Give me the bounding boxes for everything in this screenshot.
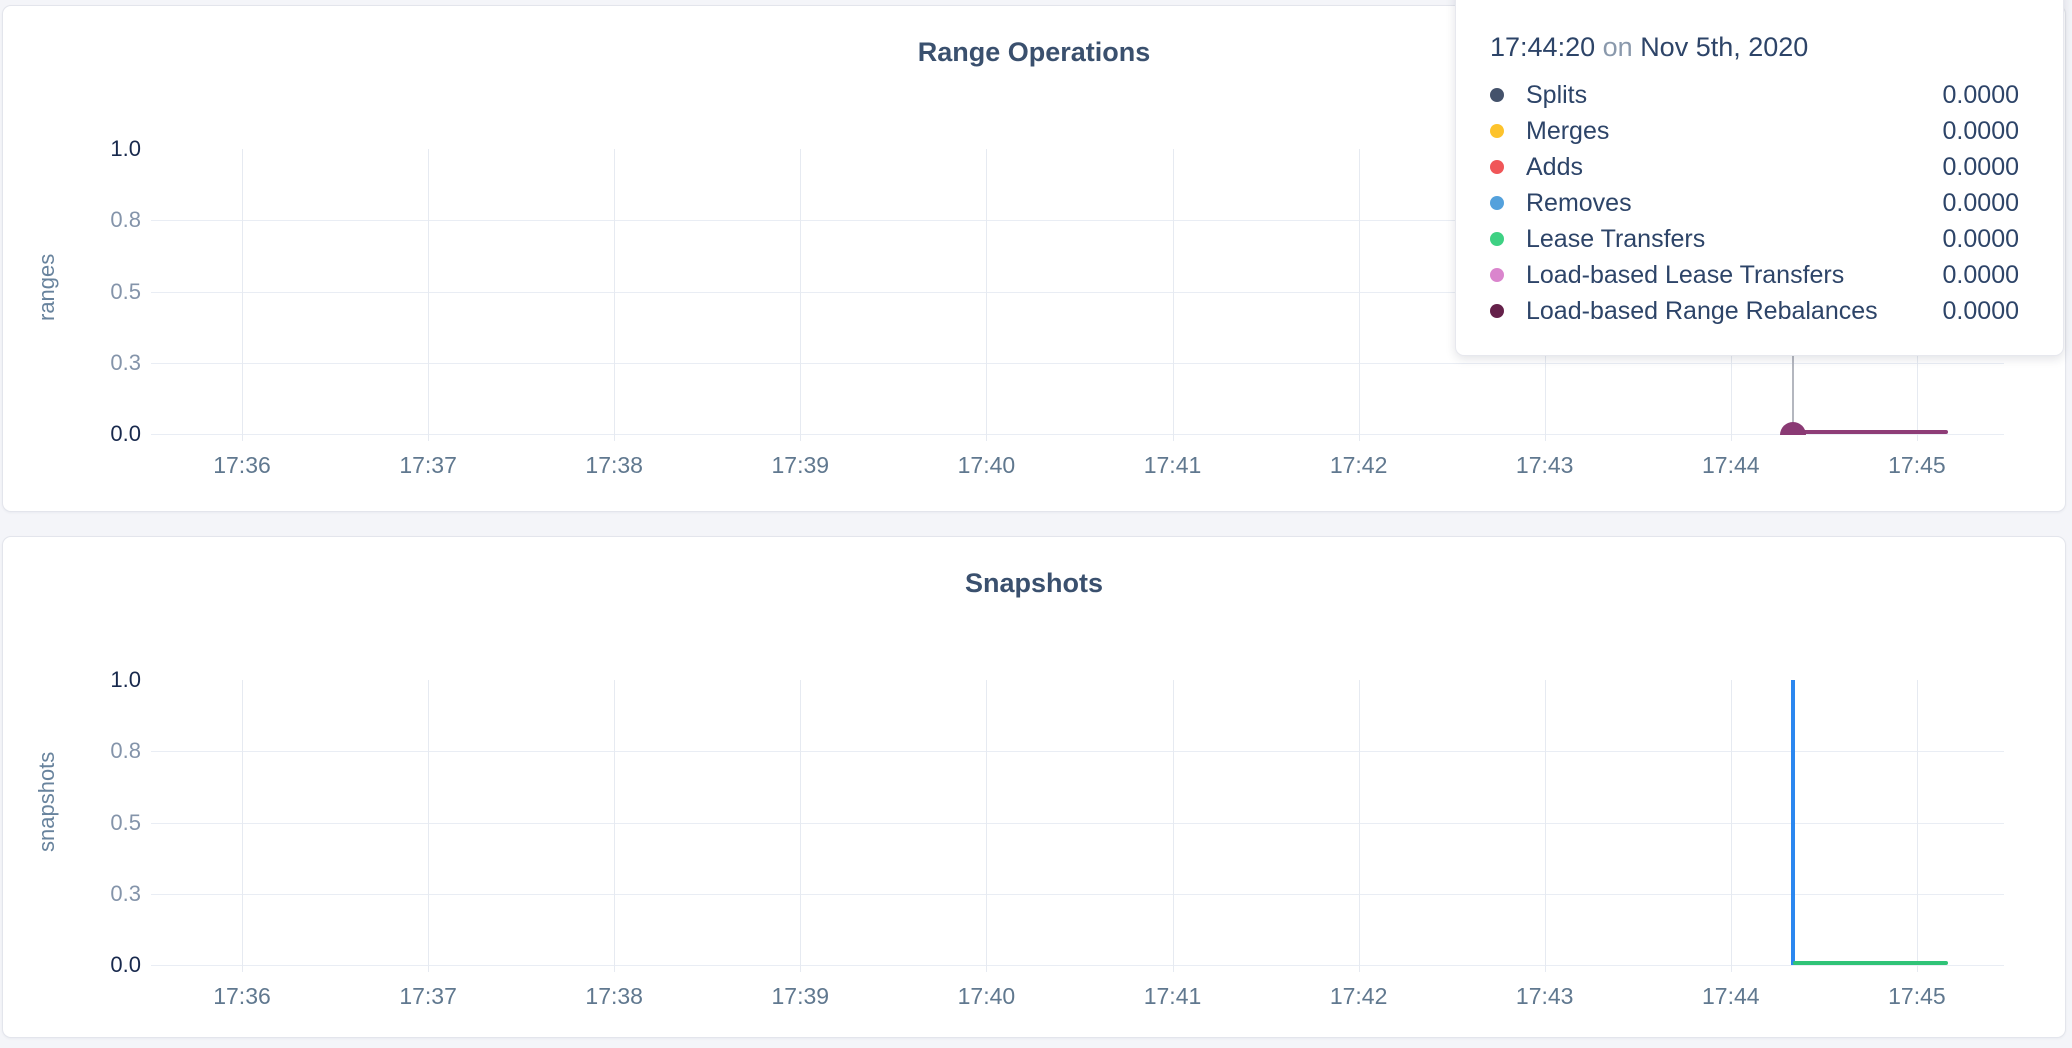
tooltip-series-label: Load-based Lease Transfers — [1526, 260, 1845, 289]
tooltip-row-load-based-range-rebalances: Load-based Range Rebalances 0.0000 — [1490, 293, 2019, 329]
x-axis-tick-label: 17:43 — [1515, 983, 1574, 1009]
vertical-gridline — [614, 680, 616, 972]
vertical-gridline — [986, 680, 988, 972]
tooltip-series-value: 0.0000 — [1942, 116, 2019, 145]
tooltip-connector: on — [1602, 32, 1633, 62]
x-axis-tick-label: 17:44 — [1702, 452, 1760, 478]
horizontal-gridline — [151, 220, 2004, 222]
tooltip-series-value: 0.0000 — [1942, 188, 2019, 217]
tooltip-row-lease-transfers: Lease Transfers 0.0000 — [1490, 221, 2019, 257]
x-axis-tick-label: 17:45 — [1888, 452, 1946, 478]
tooltip-series-value: 0.0000 — [1942, 224, 2019, 253]
y-axis-tick-label: 0.5 — [110, 809, 141, 835]
snapshots-chart-card: Snapshots snapshots 17:36 17:37 17:38 17:39… — [2, 536, 2066, 1038]
vertical-gridline — [1916, 680, 1918, 972]
tooltip-row-load-based-lease-transfers: Load-based Lease Transfers 0.0000 — [1490, 257, 2019, 293]
tooltip-legend-rows: Splits 0.0000 Merges 0.0000 Adds 0.0000 Remove… — [1490, 77, 2019, 329]
chart-hover-tooltip: 17:44:20 on Nov 5th, 2020 Splits 0.0000 Me… — [1455, 0, 2064, 356]
horizontal-gridline — [151, 291, 2004, 293]
vertical-gridline — [800, 680, 802, 972]
y-axis-tick-label: 0.0 — [110, 952, 141, 977]
horizontal-gridline — [151, 362, 2004, 364]
x-axis-tick-label: 17:42 — [1329, 983, 1388, 1009]
y-axis-tick-label: 0.3 — [110, 880, 141, 906]
y-axis-tick-label: 0.8 — [110, 207, 141, 233]
series-color-dot-icon — [1490, 232, 1504, 246]
vertical-gridline — [614, 149, 616, 441]
x-axis-tick-label: 17:39 — [771, 983, 830, 1009]
vertical-gridline — [1172, 680, 1174, 972]
series-color-dot-icon — [1490, 88, 1504, 102]
tooltip-series-value: 0.0000 — [1942, 80, 2019, 109]
vertical-gridline — [242, 149, 243, 441]
tooltip-series-label: Splits — [1526, 80, 1588, 109]
x-axis-tick-label: 17:41 — [1143, 983, 1202, 1009]
chart-title-range-operations: Range Operations — [917, 37, 1151, 67]
tooltip-time: 17:44:20 — [1490, 32, 1596, 62]
x-axis-tick-label: 17:45 — [1888, 983, 1946, 1009]
x-axis-tick-label: 17:37 — [399, 452, 457, 478]
horizontal-gridline — [151, 822, 2004, 824]
tooltip-date: Nov 5th, 2020 — [1640, 32, 1809, 62]
x-axis-tick-label: 17:44 — [1702, 983, 1760, 1009]
hover-point-marker — [1779, 422, 1806, 435]
vertical-gridline — [1172, 149, 1174, 441]
vertical-gridline — [1358, 680, 1360, 972]
vertical-gridline — [986, 149, 988, 441]
x-axis-tick-label: 17:36 — [213, 983, 271, 1009]
x-axis-tick-label: 17:40 — [957, 452, 1016, 478]
tooltip-series-label: Removes — [1526, 188, 1632, 217]
load-based-range-rebalances-line-segment — [1783, 430, 1948, 434]
x-axis-tick-label: 17:37 — [399, 983, 457, 1009]
vertical-gridline — [1544, 680, 1546, 972]
series-color-dot-icon — [1490, 196, 1504, 210]
vertical-gridline — [1358, 149, 1360, 441]
series-color-dot-icon — [1490, 124, 1504, 138]
y-axis-tick-label: 0.5 — [110, 278, 141, 304]
tooltip-timestamp: 17:44:20 on Nov 5th, 2020 — [1490, 31, 2019, 63]
blue-spike-line-segment — [1790, 680, 1795, 965]
tooltip-row-adds: Adds 0.0000 — [1490, 149, 2019, 185]
x-axis-tick-label: 17:43 — [1515, 452, 1574, 478]
series-color-dot-icon — [1490, 304, 1504, 318]
series-color-dot-icon — [1490, 268, 1504, 282]
x-axis-tick-label: 17:38 — [585, 983, 643, 1009]
tooltip-series-label: Load-based Range Rebalances — [1526, 296, 1878, 325]
x-axis-tick-label: 17:38 — [585, 452, 643, 478]
horizontal-gridline — [151, 965, 2004, 966]
x-axis-tick-label: 17:41 — [1143, 452, 1202, 478]
horizontal-gridline — [151, 893, 2004, 895]
tooltip-series-value: 0.0000 — [1942, 152, 2019, 181]
horizontal-gridline — [151, 751, 2004, 753]
y-axis-tick-label: 0.3 — [110, 349, 141, 375]
chart-title-snapshots: Snapshots — [964, 568, 1104, 598]
vertical-gridline — [428, 149, 430, 441]
snapshots-plot-area[interactable]: 17:36 17:37 17:38 17:39 17:40 17:41 17:42 17:43… — [3, 537, 2065, 1037]
vertical-gridline — [800, 149, 802, 441]
tooltip-series-value: 0.0000 — [1942, 296, 2019, 325]
tooltip-row-merges: Merges 0.0000 — [1490, 113, 2019, 149]
x-axis-tick-label: 17:39 — [771, 452, 830, 478]
x-axis-tick-label: 17:36 — [213, 452, 271, 478]
y-axis-tick-label: 0.0 — [110, 421, 141, 446]
vertical-gridline — [242, 680, 243, 972]
tooltip-series-label: Merges — [1526, 116, 1610, 145]
y-axis-tick-label: 0.8 — [110, 738, 141, 764]
x-axis-tick-label: 17:42 — [1329, 452, 1388, 478]
green-flat-line-segment — [1792, 961, 1948, 965]
tooltip-row-splits: Splits 0.0000 — [1490, 77, 2019, 113]
tooltip-row-removes: Removes 0.0000 — [1490, 185, 2019, 221]
tooltip-series-label: Lease Transfers — [1526, 224, 1706, 253]
y-axis-tick-label: 1.0 — [110, 667, 141, 692]
vertical-gridline — [1730, 680, 1732, 972]
y-axis-tick-label: 1.0 — [110, 136, 141, 161]
vertical-gridline — [428, 680, 430, 972]
tooltip-series-label: Adds — [1526, 152, 1583, 181]
horizontal-gridline — [151, 434, 2004, 435]
x-axis-tick-label: 17:40 — [957, 983, 1016, 1009]
tooltip-series-value: 0.0000 — [1942, 260, 2019, 289]
series-color-dot-icon — [1490, 160, 1504, 174]
